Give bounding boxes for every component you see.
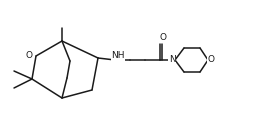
Text: O: O	[160, 33, 167, 42]
Text: NH: NH	[111, 52, 125, 61]
Text: O: O	[25, 52, 32, 61]
Text: N: N	[169, 55, 175, 64]
Text: O: O	[208, 55, 215, 64]
